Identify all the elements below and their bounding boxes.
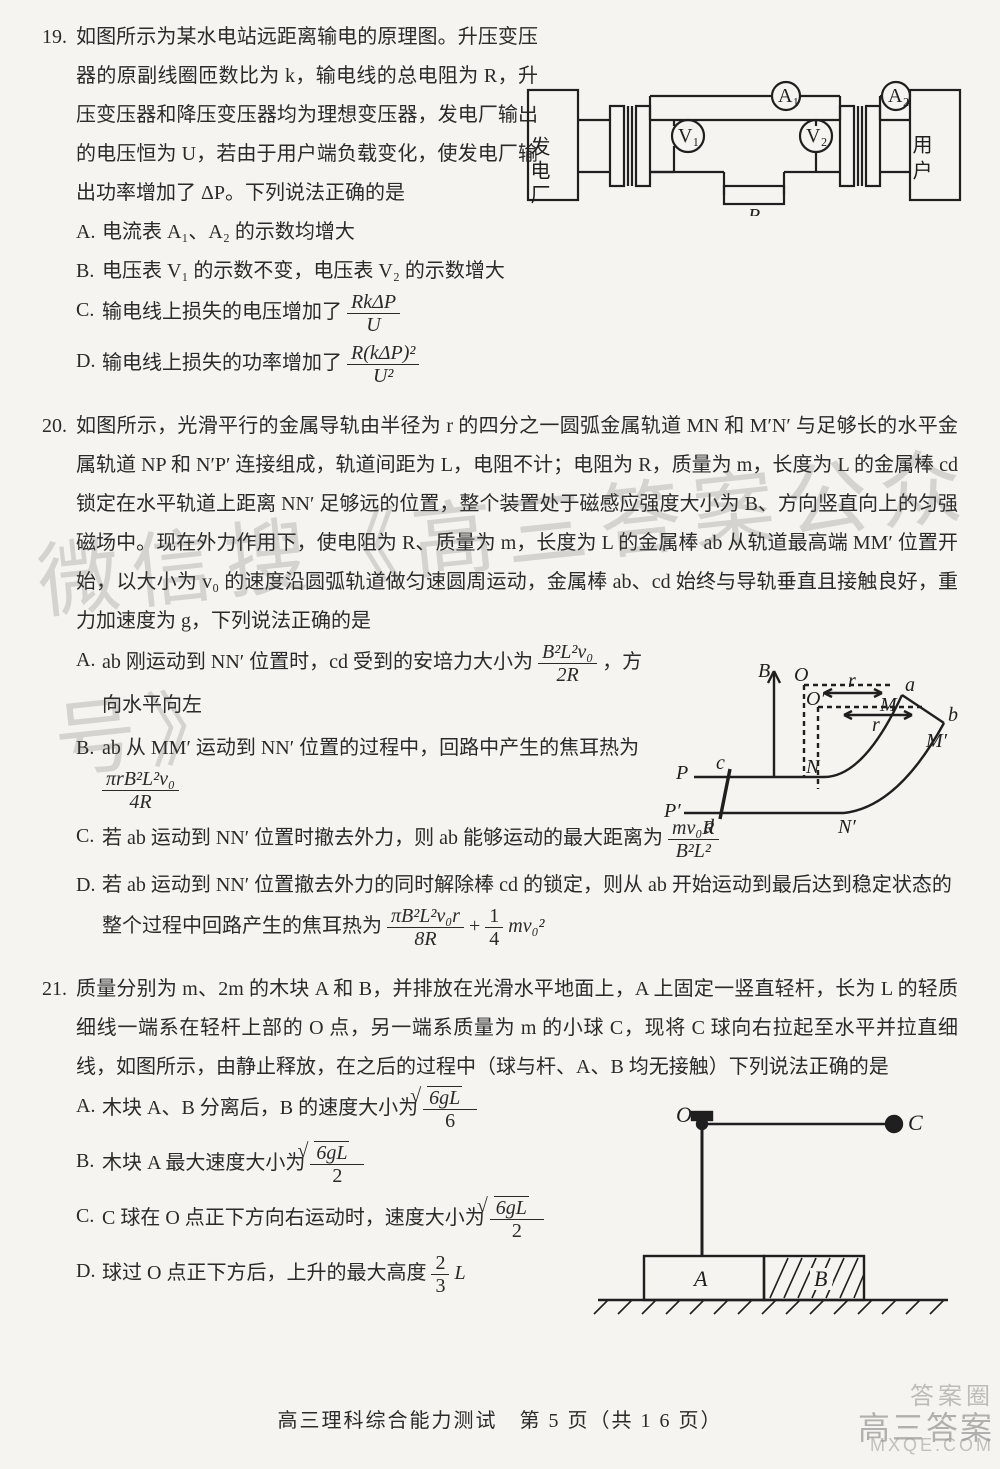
fig20-r2: r xyxy=(872,714,880,736)
q20-d-num2: 1 xyxy=(485,905,503,928)
q21-d-pre: 球过 O 点正下方后，上升的最大高度 xyxy=(102,1262,426,1284)
fig20-r1: r xyxy=(848,670,856,692)
choice-letter: C. xyxy=(76,291,102,336)
q21-d-num: 2 xyxy=(431,1252,449,1275)
choice-letter: D. xyxy=(76,866,102,950)
q21-d-den: 3 xyxy=(431,1275,449,1297)
svg-text:B: B xyxy=(814,1266,827,1291)
fig20-Mp: M′ xyxy=(925,730,948,752)
q20-d-num1: πB²L²v₀r xyxy=(387,905,464,928)
q19-c-num: RkΔP xyxy=(347,291,400,314)
q21-b-den: 2 xyxy=(310,1165,364,1187)
q21-choice-a: 木块 A、B 分离后，B 的速度大小为 ​6gL√6 xyxy=(102,1087,598,1132)
q20-stem: 如图所示，光滑平行的金属导轨由半径为 r 的四分之一圆弧金属轨道 MN 和 M′… xyxy=(76,407,958,641)
q19-choice-d: 输电线上损失的功率增加了 R(kΔP)²U² xyxy=(102,342,958,387)
q20-b-num: πrB²L²v₀ xyxy=(102,768,179,791)
fig21-C: C xyxy=(908,1110,923,1135)
q19-d-pre: 输电线上损失的功率增加了 xyxy=(102,352,342,374)
q19-number: 19. xyxy=(42,18,76,213)
fig20-P: P xyxy=(675,762,688,784)
choice-letter: D. xyxy=(76,342,102,387)
q19-d-den: U² xyxy=(347,365,419,387)
fig19-a1: A₁ xyxy=(778,85,799,107)
q21-choice-d: 球过 O 点正下方后，上升的最大高度 23 L xyxy=(102,1252,598,1297)
choice-letter: B. xyxy=(76,729,102,813)
q21-c-pre: C 球在 O 点正下方向右运动时，速度大小为 xyxy=(102,1207,485,1229)
q21-b-pre: 木块 A 最大速度大小为 xyxy=(102,1152,305,1174)
q21-a-rad: 6gL xyxy=(429,1087,460,1109)
fig19-a2: A₂ xyxy=(888,85,909,107)
fig21-O: O xyxy=(676,1102,692,1127)
q21-choice-c: C 球在 O 点正下方向右运动时，速度大小为 ​6gL√2 xyxy=(102,1197,598,1242)
q20-a-num: B²L²v₀ xyxy=(538,641,597,664)
q20-a-pre: ab 刚运动到 NN′ 位置时，cd 受到的安培力大小为 xyxy=(102,651,533,673)
question-21: 21. 质量分别为 m、2m 的木块 A 和 B，并排放在光滑水平地面上，A 上… xyxy=(42,970,958,1297)
q20-choice-a: ab 刚运动到 NN′ 位置时，cd 受到的安培力大小为 B²L²v₀2R ，方… xyxy=(102,641,658,725)
q21-c-rad: 6gL xyxy=(496,1197,527,1219)
q20-d-post: mv₀² xyxy=(508,915,544,937)
q21-c-den: 2 xyxy=(490,1220,544,1242)
q20-number: 20. xyxy=(42,407,76,641)
fig19-r: R xyxy=(747,205,760,216)
q19-choice-a: 电流表 A₁、A₂ 的示数均增大 xyxy=(102,213,958,252)
fig20-N: N xyxy=(805,756,821,778)
q20-d-mid: + xyxy=(469,915,485,937)
fig20-Op: O′ xyxy=(806,688,825,710)
q20-d-den2: 4 xyxy=(485,928,503,950)
q21-choice-b: 木块 A 最大速度大小为 ​6gL√2 xyxy=(102,1142,598,1187)
fig20-a: a xyxy=(905,674,915,696)
fig20-M: M xyxy=(879,694,898,716)
fig20-b: b xyxy=(948,704,958,726)
q20-c-pre: 若 ab 运动到 NN′ 位置时撤去外力，则 ab 能够运动的最大距离为 xyxy=(102,827,663,849)
choice-letter: A. xyxy=(76,1087,102,1132)
choice-letter: A. xyxy=(76,641,102,725)
fig20-Pp: P′ xyxy=(663,800,681,822)
choice-letter: B. xyxy=(76,1142,102,1187)
q20-b-den: 4R xyxy=(102,791,179,813)
q19-figure: 发电厂 用户 A₁ A₂ V₁ V₂ R xyxy=(524,76,964,216)
choice-letter: C. xyxy=(76,1197,102,1242)
fig20-Np: N′ xyxy=(837,816,856,838)
q21-a-den: 6 xyxy=(423,1110,477,1132)
fig19-right-label: 用户 xyxy=(909,134,932,186)
fig19-v2: V₂ xyxy=(806,125,827,147)
q20-choice-d: 若 ab 运动到 NN′ 位置撤去外力的同时解除棒 cd 的锁定，则从 ab 开… xyxy=(102,866,958,950)
q19-c-den: U xyxy=(347,314,400,336)
q21-b-rad: 6gL xyxy=(316,1142,347,1164)
choice-letter: A. xyxy=(76,213,102,252)
q21-number: 21. xyxy=(42,970,76,1087)
choice-letter: D. xyxy=(76,1252,102,1297)
fig20-B: B xyxy=(758,660,770,682)
fig19-v1: V₁ xyxy=(678,125,699,147)
q19-d-num: R(kΔP)² xyxy=(347,342,419,365)
q21-stem: 质量分别为 m、2m 的木块 A 和 B，并排放在光滑水平地面上，A 上固定一竖… xyxy=(76,970,958,1087)
fig19-left-label: 发电厂 xyxy=(527,136,550,208)
choice-letter: C. xyxy=(76,817,102,862)
fig20-d: d xyxy=(704,816,715,838)
q20-d-den1: 8R xyxy=(387,928,464,950)
q19-c-pre: 输电线上损失的电压增加了 xyxy=(102,301,342,323)
fig20-O: O xyxy=(794,664,808,686)
q19-choice-c: 输电线上损失的电压增加了 RkΔPU xyxy=(102,291,958,336)
q21-figure: O C A B B xyxy=(588,1100,958,1330)
fig21-A: A xyxy=(692,1266,708,1291)
page-footer: 高三理科综合能力测试 第 5 页（共 1 6 页） xyxy=(0,1402,1000,1441)
q19-choice-b: 电压表 V₁ 的示数不变，电压表 V₂ 的示数增大 xyxy=(102,252,958,291)
q21-a-pre: 木块 A、B 分离后，B 的速度大小为 xyxy=(102,1097,418,1119)
q20-choice-b: ab 从 MM′ 运动到 NN′ 位置的过程中，回路中产生的焦耳热为 πrB²L… xyxy=(102,729,658,813)
question-20: 20. 如图所示，光滑平行的金属导轨由半径为 r 的四分之一圆弧金属轨道 MN … xyxy=(42,407,958,950)
q20-figure: B O O′ a b M M′ N N′ P P′ c d r r xyxy=(654,657,964,847)
fig20-c: c xyxy=(716,752,725,774)
q21-d-post: L xyxy=(454,1262,465,1284)
q20-b-pre: ab 从 MM′ 运动到 NN′ 位置的过程中，回路中产生的焦耳热为 xyxy=(102,737,639,759)
q20-a-den: 2R xyxy=(538,664,597,686)
question-19: 19. 如图所示为某水电站远距离输电的原理图。升压变压器的原副线圈匝数比为 k，… xyxy=(42,18,958,387)
choice-letter: B. xyxy=(76,252,102,291)
